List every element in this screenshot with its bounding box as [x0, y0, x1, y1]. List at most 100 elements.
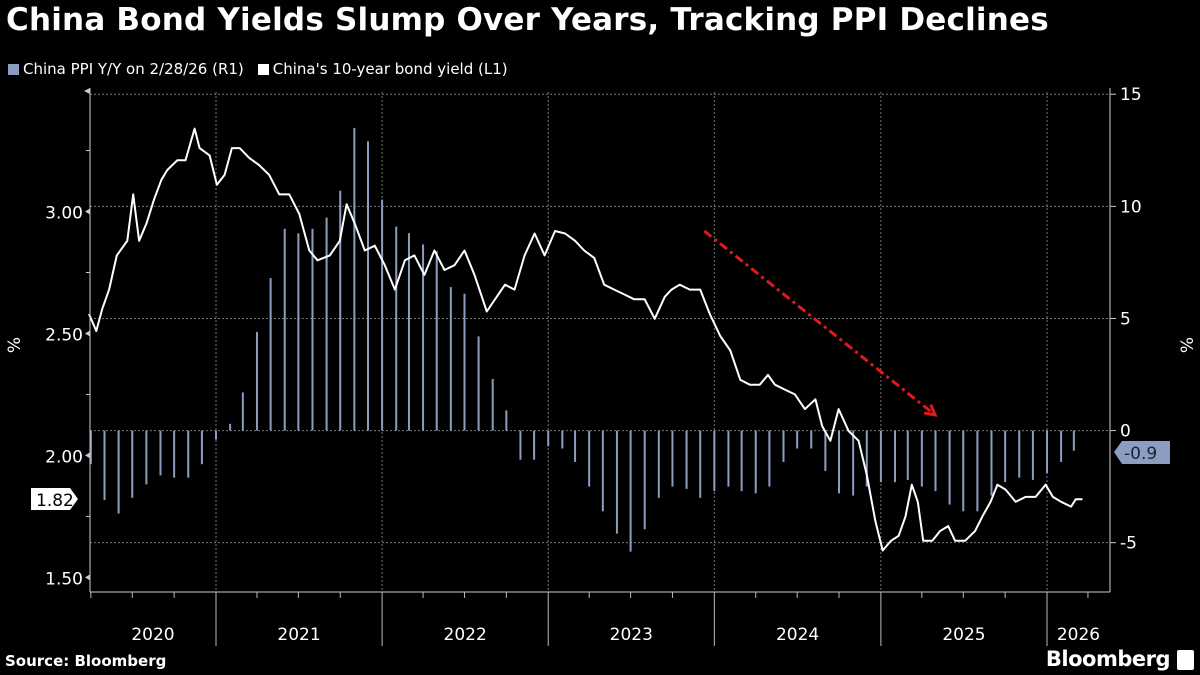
- ppi-bar: [561, 430, 564, 449]
- yield-line-group: [88, 127, 1083, 552]
- right-tick-label: 10: [1120, 197, 1142, 217]
- ppi-bar: [255, 331, 258, 431]
- legend-item-ppi: China PPI Y/Y on 2/28/26 (R1): [8, 60, 244, 78]
- ppi-bar: [89, 430, 92, 465]
- year-label: 2021: [277, 625, 320, 645]
- ppi-bar: [269, 278, 272, 431]
- ppi-bar: [187, 430, 190, 478]
- year-label: 2026: [1057, 625, 1100, 645]
- ppi-bar: [990, 430, 993, 496]
- ppi-bar: [159, 430, 162, 476]
- ppi-bar: [948, 430, 951, 505]
- left-tick: [85, 574, 90, 581]
- ppi-bar: [754, 430, 757, 494]
- year-label: 2022: [444, 625, 487, 645]
- left-tick-label: 3.00: [45, 204, 83, 224]
- ppi-bar: [241, 392, 244, 431]
- ppi-bar: [229, 423, 232, 431]
- ppi-bar: [297, 233, 300, 431]
- source-note: Source: Bloomberg: [5, 652, 167, 670]
- ppi-bar: [713, 430, 716, 492]
- ppi-bar: [145, 430, 148, 485]
- ppi-bar: [1046, 430, 1048, 474]
- year-label: 2024: [776, 625, 819, 645]
- right-tick-label: 5: [1120, 309, 1131, 329]
- axes: 15 10 5 0 -5 2020 2021 2022 2023 2024 2025 2026 3.00…: [45, 85, 1142, 646]
- ppi-bar: [920, 430, 923, 487]
- ppi-bar: [1018, 430, 1021, 478]
- ppi-bar: [491, 378, 494, 431]
- ppi-bar: [685, 430, 688, 489]
- ppi-bar: [311, 228, 314, 431]
- left-tick: [85, 452, 90, 459]
- ppi-bar: [533, 430, 536, 460]
- ppi-bar: [671, 430, 674, 487]
- ppi-bar: [407, 233, 410, 431]
- ppi-bar: [131, 430, 134, 498]
- right-axis-label: %: [1178, 337, 1198, 353]
- right-callout-value: -0.9: [1124, 444, 1157, 464]
- ppi-bar: [796, 430, 799, 449]
- ppi-bar: [395, 226, 398, 431]
- legend-item-yield: China's 10-year bond yield (L1): [257, 60, 508, 78]
- ppi-bar: [1004, 430, 1007, 483]
- ppi-bar: [906, 430, 909, 480]
- ppi-bar: [463, 293, 466, 431]
- ppi-bar: [103, 430, 106, 501]
- year-label: 2025: [942, 625, 985, 645]
- ppi-bar: [1072, 430, 1075, 451]
- ppi-bar: [629, 430, 632, 552]
- right-tick-label: -5: [1120, 534, 1137, 554]
- legend-label-ppi: China PPI Y/Y on 2/28/26 (R1): [23, 60, 244, 78]
- ppi-bar: [740, 430, 743, 492]
- right-tick-label: 15: [1120, 85, 1142, 105]
- ppi-bar: [117, 430, 120, 514]
- ppi-bar: [435, 251, 438, 431]
- yield-line: [88, 127, 1083, 552]
- ppi-bar: [353, 127, 356, 431]
- ppi-bar: [173, 430, 176, 478]
- ppi-bar: [657, 430, 660, 498]
- left-axis-arrow: [84, 88, 90, 94]
- ppi-bar: [547, 430, 550, 447]
- right-tick-label: 0: [1120, 422, 1131, 442]
- year-label: 2020: [131, 625, 174, 645]
- legend: China PPI Y/Y on 2/28/26 (R1) China's 10…: [8, 60, 508, 78]
- ppi-bar: [768, 430, 771, 487]
- ppi-bars: [89, 127, 1075, 552]
- red-arrowhead-icon: [923, 404, 938, 417]
- ppi-bar: [574, 430, 577, 462]
- ppi-bar: [838, 430, 841, 494]
- left-tick-label: 1.50: [45, 569, 83, 589]
- ppi-bar: [962, 430, 965, 512]
- ppi-bar: [339, 190, 342, 431]
- left-callout-value: 1.82: [36, 491, 74, 511]
- ppi-bar: [782, 430, 785, 462]
- ppi-bar: [505, 410, 508, 431]
- ppi-bar: [699, 430, 702, 498]
- left-tick: [85, 208, 90, 215]
- ppi-bar: [643, 430, 646, 530]
- bloomberg-chart-icon: [1177, 650, 1194, 670]
- ppi-bar: [381, 199, 384, 431]
- ppi-bar: [325, 217, 328, 431]
- ppi-bar: [810, 430, 813, 449]
- ppi-bar: [215, 430, 217, 440]
- ppi-bar: [1060, 430, 1063, 462]
- ppi-bar: [200, 430, 203, 465]
- legend-label-yield: China's 10-year bond yield (L1): [272, 60, 508, 78]
- right-last-value-callout: -0.9: [1114, 441, 1170, 464]
- legend-swatch-yield: [257, 63, 269, 75]
- gridlines: [90, 92, 1110, 592]
- left-tick-label: 2.50: [45, 325, 83, 345]
- ppi-bar: [1031, 430, 1034, 480]
- ppi-bar: [283, 228, 286, 431]
- ppi-bar: [727, 430, 730, 487]
- ppi-bar: [879, 430, 882, 483]
- ppi-bar: [893, 430, 896, 483]
- legend-swatch-ppi: [8, 63, 19, 75]
- ppi-bar: [449, 287, 452, 431]
- ppi-bar: [615, 430, 618, 534]
- ppi-bar: [519, 430, 522, 460]
- left-last-value-callout: 1.82: [31, 488, 78, 511]
